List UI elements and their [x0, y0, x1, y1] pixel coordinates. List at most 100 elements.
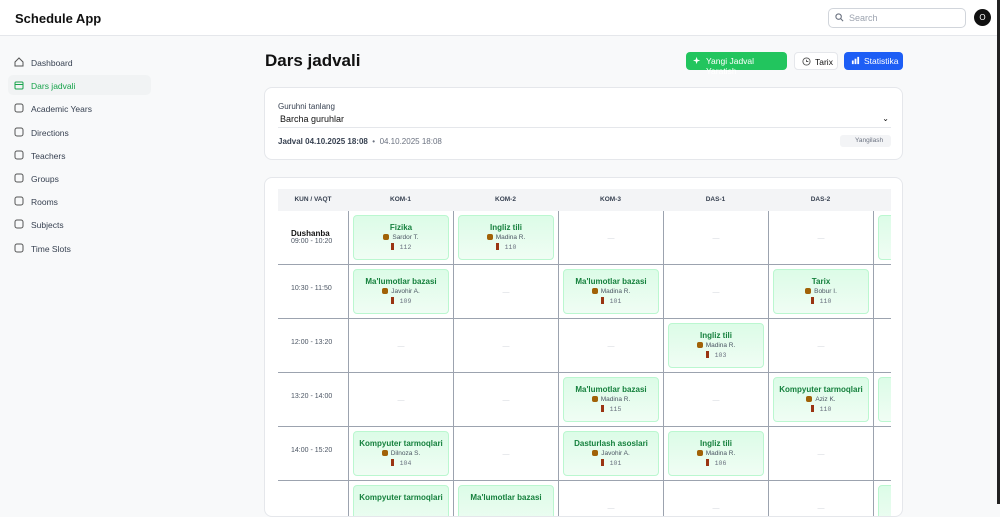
lesson-card[interactable]: Tarix Bobur I. 110	[773, 269, 869, 314]
schedule-table-card: KUN / VAQT KOM-1 KOM-2 KOM-3 DAS-1 DAS-2 Dusha…	[264, 177, 903, 517]
schedule-cell[interactable]: Kompyuter tarmoqlari Aziz K. 110	[768, 373, 873, 427]
lesson-card[interactable]: Ingliz tili Madina R. 103	[668, 323, 764, 368]
sidebar-item-time-slots[interactable]: Time Slots	[8, 238, 151, 258]
lesson-card[interactable]: Ma'lumotlar bazasi Javohir A. 109	[353, 269, 449, 314]
sidebar-item-dars-jadvali[interactable]: Dars jadvali	[8, 75, 151, 96]
lesson-room: 101	[609, 460, 622, 467]
schedule-cell[interactable]: —	[453, 427, 558, 481]
schedule-cell[interactable]: —	[558, 211, 663, 265]
lesson-subject: Kompyuter tarmoqlari	[359, 439, 443, 448]
schedule-cell[interactable]: Ma'lumotlar bazasi Javohir A. 109	[348, 265, 453, 319]
sidebar-item-rooms[interactable]: Rooms	[8, 191, 151, 211]
schedule-cell[interactable]: —	[663, 265, 768, 319]
sidebar-item-academic-years[interactable]: Academic Years	[8, 98, 151, 118]
refresh-label: Yangilash	[855, 137, 884, 144]
statistics-button[interactable]: Statistika	[844, 52, 903, 70]
schedule-cell[interactable]: —	[558, 481, 663, 516]
sidebar-item-teachers[interactable]: Teachers	[8, 145, 151, 165]
schedule-cell[interactable]: Ma'lumotlar bazasi Madina R. 101	[558, 265, 663, 319]
schedule-cell[interactable]	[873, 211, 891, 265]
schedule-cell[interactable]: —	[663, 373, 768, 427]
schedule-cell[interactable]: —	[558, 319, 663, 373]
schedule-cell[interactable]: —	[453, 265, 558, 319]
time-cell	[278, 481, 348, 516]
time-cell: 10:30 - 11:50	[278, 265, 348, 319]
lesson-card[interactable]: Fizika Sardor T. 112	[353, 215, 449, 260]
create-schedule-button[interactable]: Yangi Jadval Yaratish	[686, 52, 787, 76]
sidebar-item-groups[interactable]: Groups	[8, 168, 151, 188]
time-cell: Dushanba 09:00 - 10:20	[278, 211, 348, 265]
door-icon	[390, 297, 394, 304]
lesson-card[interactable]: Dasturlash asoslari Javohir A. 101	[563, 431, 659, 476]
search-input[interactable]: Search	[828, 8, 966, 28]
schedule-cell[interactable]: Kompyuter tarmoqlari Dilnoza S. 104	[348, 427, 453, 481]
history-button[interactable]: Tarix	[794, 52, 838, 70]
door-icon	[705, 459, 709, 466]
building-icon	[14, 196, 24, 206]
lesson-card[interactable]: Ingliz tili Madina R. 106	[668, 431, 764, 476]
lesson-card[interactable]	[878, 215, 891, 260]
group-icon	[14, 173, 24, 183]
lesson-teacher: Bobur I.	[814, 288, 837, 295]
clock-icon	[802, 57, 811, 66]
table-row: 14:00 - 15:20 Kompyuter tarmoqlari Dilnoza…	[278, 427, 891, 481]
schedule-cell[interactable]: Ingliz tili Madina R. 110	[453, 211, 558, 265]
schedule-cell[interactable]: —	[768, 481, 873, 516]
schedule-cell[interactable]: —	[663, 211, 768, 265]
schedule-cell[interactable]	[873, 481, 891, 516]
group-select[interactable]: Barcha guruhlar ⌄	[278, 114, 891, 128]
refresh-button[interactable]: Yangilash	[840, 135, 891, 147]
schedule-cell[interactable]: —	[348, 373, 453, 427]
lesson-card[interactable]: Ma'lumotlar bazasi	[458, 485, 554, 516]
schedule-cell[interactable]: Ingliz tili Madina R. 106	[663, 427, 768, 481]
schedule-cell[interactable]: —	[873, 427, 891, 481]
lesson-teacher: Aziz K.	[815, 396, 836, 403]
lesson-card[interactable]: Ingliz tili Madina R. 110	[458, 215, 554, 260]
schedule-cell[interactable]: —	[768, 319, 873, 373]
schedule-cell[interactable]: —	[768, 211, 873, 265]
schedule-cell[interactable]: Dasturlash asoslari Javohir A. 101	[558, 427, 663, 481]
door-icon	[600, 405, 604, 412]
schedule-cell[interactable]: Ma'lumotlar bazasi	[453, 481, 558, 516]
empty-slot: —	[712, 289, 720, 296]
sidebar-item-subjects[interactable]: Subjects	[8, 214, 151, 234]
sparkles-icon	[693, 56, 701, 65]
schedule-cell[interactable]: Tarix Bobur I. 110	[768, 265, 873, 319]
sidebar-item-directions[interactable]: Directions	[8, 122, 151, 142]
schedule-cell[interactable]: —	[453, 373, 558, 427]
schedule-cell[interactable]: Fizika Sardor T. 112	[348, 211, 453, 265]
lesson-room: 106	[714, 460, 727, 467]
lesson-room: 112	[399, 244, 412, 251]
empty-slot: —	[607, 343, 615, 350]
lesson-card[interactable]: Ma'lumotlar bazasi Madina R. 115	[563, 377, 659, 422]
lesson-teacher: Madina R.	[600, 288, 631, 295]
schedule-cell[interactable]: Kompyuter tarmoqlari	[348, 481, 453, 516]
lesson-card[interactable]	[878, 377, 891, 422]
lesson-teacher: Javohir A.	[391, 288, 420, 295]
schedule-cell[interactable]: —	[663, 481, 768, 516]
teacher-icon	[592, 450, 599, 456]
lesson-teacher: Madina R.	[495, 234, 526, 241]
avatar[interactable]: O	[974, 9, 991, 26]
empty-slot: —	[874, 451, 891, 458]
schedule-cell[interactable]: —	[453, 319, 558, 373]
lesson-card[interactable]: Ma'lumotlar bazasi Madina R. 101	[563, 269, 659, 314]
lesson-card[interactable]: Kompyuter tarmoqlari Dilnoza S. 104	[353, 431, 449, 476]
lesson-subject: Ingliz tili	[700, 331, 732, 340]
lesson-card[interactable]: Kompyuter tarmoqlari Aziz K. 110	[773, 377, 869, 422]
schedule-cell[interactable]: —	[768, 427, 873, 481]
schedule-cell[interactable]: Ma'lumotlar bazasi Madina R. 115	[558, 373, 663, 427]
schedule-cell[interactable]: —	[348, 319, 453, 373]
sidebar-item-dashboard[interactable]: Dashboard	[8, 52, 151, 72]
schedule-cell[interactable]	[873, 373, 891, 427]
users-icon	[14, 150, 24, 160]
schedule-cell[interactable]: —	[873, 319, 891, 373]
lesson-teacher: Madina R.	[705, 342, 736, 349]
lesson-card[interactable]	[878, 485, 891, 516]
empty-slot: —	[712, 235, 720, 242]
lesson-card[interactable]: Kompyuter tarmoqlari	[353, 485, 449, 516]
schedule-cell[interactable]: Ingliz tili Madina R. 103	[663, 319, 768, 373]
calendar-clock-icon	[14, 243, 24, 253]
schedule-cell[interactable]: —	[873, 265, 891, 319]
lesson-room: 110	[819, 406, 832, 413]
